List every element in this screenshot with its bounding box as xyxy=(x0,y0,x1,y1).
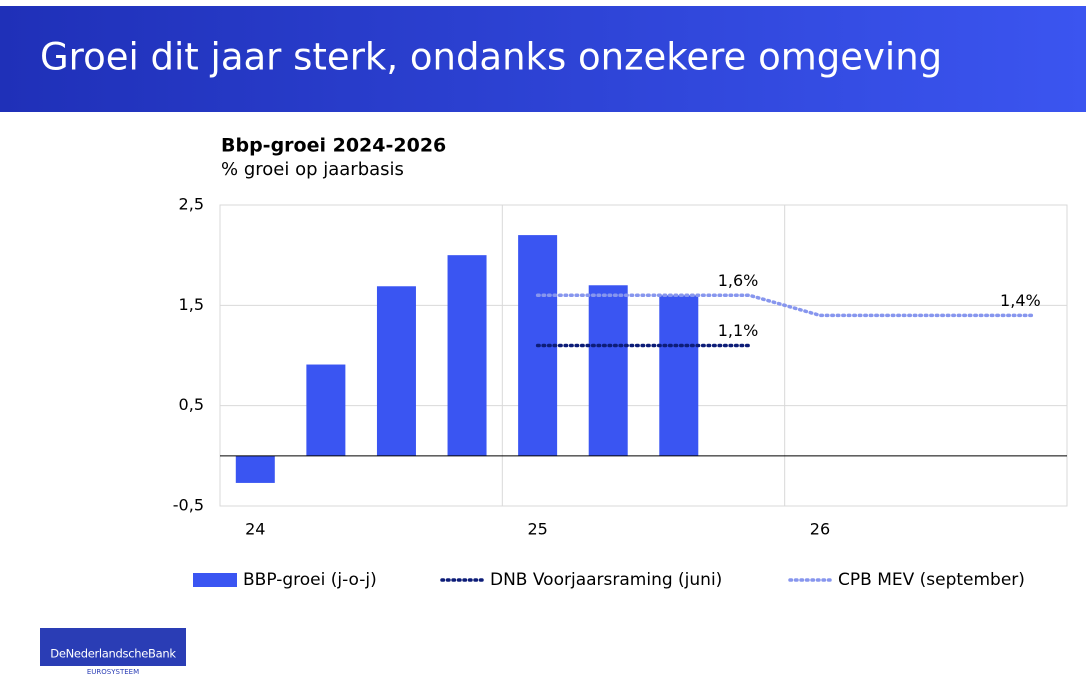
chart-title: Bbp-groei 2024-2026 xyxy=(221,135,446,157)
plot-area xyxy=(219,204,1068,507)
header-banner xyxy=(0,6,1086,112)
legend-label: BBP-groei (j-o-j) xyxy=(243,570,377,590)
logo-sub: EUROSYSTEEM xyxy=(87,668,139,676)
bar xyxy=(306,364,346,456)
chart-subtitle: % groei op jaarbasis xyxy=(221,159,404,180)
y-tick-label: 1,5 xyxy=(179,295,204,314)
x-tick-label: 25 xyxy=(527,520,547,539)
y-tick-label: 2,5 xyxy=(179,195,204,214)
bar xyxy=(235,455,275,483)
y-tick-label: -0,5 xyxy=(173,496,204,515)
legend-swatch xyxy=(193,573,237,587)
x-tick-label: 26 xyxy=(810,520,830,539)
line xyxy=(535,293,1034,318)
value-label: 1,1% xyxy=(718,321,759,340)
value-label: 1,6% xyxy=(718,271,759,290)
bar xyxy=(588,285,628,456)
bar xyxy=(376,286,416,456)
value-label: 1,4% xyxy=(1000,291,1041,310)
x-tick-label: 24 xyxy=(245,520,265,539)
slide-title: Groei dit jaar sterk, ondanks onzekere o… xyxy=(40,36,942,79)
bar xyxy=(447,255,487,456)
y-tick-label: 0,5 xyxy=(179,395,204,414)
legend-label: DNB Voorjaarsraming (juni) xyxy=(490,570,722,590)
logo-box xyxy=(40,628,186,666)
bar xyxy=(659,295,699,456)
legend-label: CPB MEV (september) xyxy=(838,570,1025,590)
logo-name: DeNederlandscheBank xyxy=(50,647,176,661)
